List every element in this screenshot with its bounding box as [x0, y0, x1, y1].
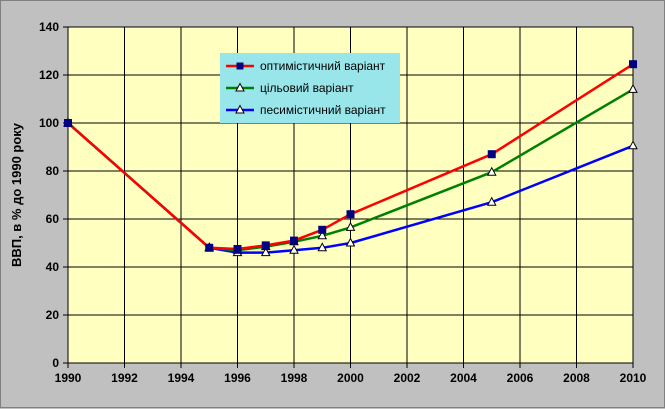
- data-point: [628, 140, 638, 150]
- x-tick-label: 1992: [111, 371, 138, 385]
- data-point: [317, 230, 328, 240]
- data-point: [345, 221, 356, 231]
- legend-swatch-marker: [235, 82, 245, 92]
- data-point: [317, 242, 328, 252]
- data-point: [260, 247, 271, 257]
- data-point: [628, 83, 638, 93]
- y-tick-label: 120: [39, 68, 59, 82]
- legend-swatch-marker: [235, 104, 245, 114]
- legend-label: цільовий варіант: [260, 81, 354, 95]
- data-point: [261, 241, 270, 250]
- x-tick-label: 2008: [563, 371, 590, 385]
- legend-label: песимістичний варіант: [260, 103, 386, 117]
- x-tick-label: 1998: [281, 371, 308, 385]
- data-point: [487, 150, 496, 159]
- data-point: [486, 166, 497, 176]
- data-point: [289, 244, 299, 254]
- x-tick-label: 2010: [620, 371, 647, 385]
- legend-label: оптимістичний варіант: [260, 59, 386, 73]
- data-point: [233, 245, 242, 253]
- y-tick-label: 60: [46, 212, 60, 226]
- x-tick-label: 2002: [394, 371, 421, 385]
- y-tick-label: 40: [46, 260, 60, 274]
- legend-swatch-marker: [236, 62, 244, 70]
- x-tick-label: 2004: [450, 371, 477, 385]
- data-point: [486, 196, 497, 206]
- data-point: [290, 236, 298, 245]
- data-point: [64, 119, 72, 127]
- x-tick-label: 2006: [507, 371, 534, 385]
- y-tick-label: 20: [46, 308, 60, 322]
- y-tick-label: 100: [39, 116, 59, 130]
- data-point: [345, 237, 356, 247]
- x-tick-label: 2000: [337, 371, 364, 385]
- y-tick-label: 140: [39, 20, 59, 34]
- x-tick-label: 1990: [55, 371, 82, 385]
- y-axis-title: ВВП, в % до 1990 року: [9, 122, 24, 267]
- y-tick-label: 0: [52, 356, 59, 370]
- data-point: [346, 210, 355, 219]
- x-tick-label: 1994: [168, 371, 195, 385]
- data-point: [629, 60, 637, 69]
- data-point: [205, 243, 214, 252]
- y-tick-label: 80: [46, 164, 60, 178]
- x-tick-label: 1996: [224, 371, 251, 385]
- data-point: [318, 225, 327, 234]
